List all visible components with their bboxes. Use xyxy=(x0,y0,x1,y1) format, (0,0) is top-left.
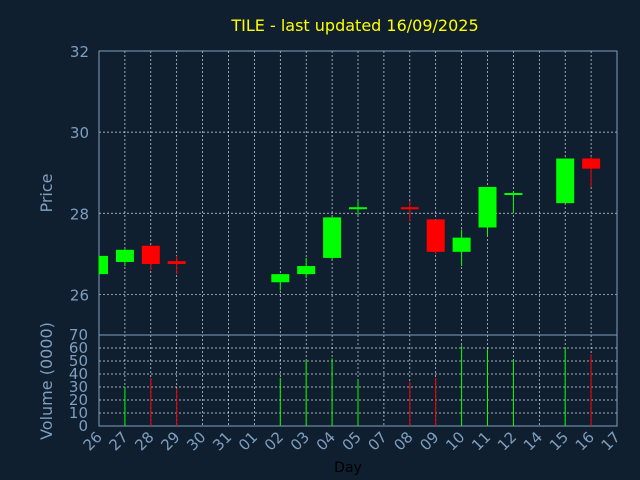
candle xyxy=(582,156,601,187)
candle xyxy=(478,186,497,236)
x-tick-label: 15 xyxy=(546,428,572,454)
volume-y-tick-label: 60 xyxy=(69,339,88,357)
day-x-ticks: 26 27 28 29 30 31 01 02 03 04 05 07 08 09 10 11 12 14 15 16… xyxy=(80,428,624,454)
volume-axis-label: Volume (0000) xyxy=(37,322,56,440)
chart-title: TILE - last updated 16/09/2025 xyxy=(230,16,478,35)
price-y-tick-label: 30 xyxy=(70,124,89,142)
price-axis-label: Price xyxy=(37,173,56,212)
x-tick-label: 05 xyxy=(339,428,365,454)
candle xyxy=(98,255,108,275)
candle xyxy=(452,229,471,267)
candle xyxy=(426,219,445,254)
x-tick-label: 31 xyxy=(209,428,235,454)
candle-body xyxy=(297,266,316,275)
candle-body xyxy=(349,207,367,210)
x-tick-label: 12 xyxy=(494,428,520,454)
candle xyxy=(297,257,316,279)
price-y-ticks: 26 28 30 32 xyxy=(70,43,89,304)
x-tick-label: 07 xyxy=(364,428,390,454)
x-tick-label: 02 xyxy=(261,428,287,454)
volume-y-tick-label: 40 xyxy=(69,365,88,383)
candle-body xyxy=(167,261,186,264)
volume-y-tick-label: 30 xyxy=(69,378,88,396)
candle-body xyxy=(478,186,497,228)
volume-y-tick-label: 70 xyxy=(69,326,88,344)
candle-body xyxy=(426,219,445,252)
candle xyxy=(115,247,134,267)
candle-body xyxy=(582,158,601,169)
price-y-tick-label: 32 xyxy=(70,43,89,61)
candlestick-series xyxy=(98,156,601,291)
candle-body xyxy=(504,193,523,196)
candle-body xyxy=(115,249,134,262)
volume-y-tick-label: 20 xyxy=(69,391,88,409)
candle-body xyxy=(323,217,342,258)
candle xyxy=(323,217,342,260)
candle xyxy=(271,274,290,291)
candle xyxy=(141,245,160,271)
x-tick-label: 27 xyxy=(105,428,131,454)
x-axis-label: Day xyxy=(334,460,362,476)
x-tick-label: 08 xyxy=(390,428,416,454)
price-y-tick-label: 28 xyxy=(70,205,89,223)
candle-body xyxy=(141,245,160,264)
candle-body xyxy=(556,158,575,204)
candle-body xyxy=(271,274,290,283)
x-tick-label: 11 xyxy=(468,428,494,454)
candle xyxy=(400,201,419,222)
x-tick-label: 09 xyxy=(416,428,442,454)
x-tick-label: 04 xyxy=(313,428,339,454)
candle xyxy=(349,201,367,216)
volume-series xyxy=(124,345,592,426)
x-tick-label: 29 xyxy=(157,428,183,454)
candle-body xyxy=(400,207,419,210)
volume-y-tick-label: 0 xyxy=(78,417,88,435)
x-tick-label: 14 xyxy=(520,428,546,454)
x-tick-label: 17 xyxy=(598,428,624,454)
price-y-tick-label: 26 xyxy=(70,286,89,304)
x-tick-label: 10 xyxy=(442,428,468,454)
candle-body xyxy=(99,255,108,275)
x-tick-label: 16 xyxy=(572,428,598,454)
candle xyxy=(556,158,575,204)
volume-y-tick-label: 10 xyxy=(69,404,88,422)
candle xyxy=(167,255,186,275)
x-tick-label: 01 xyxy=(235,428,261,454)
candle xyxy=(504,190,523,214)
price-gridlines xyxy=(99,50,617,335)
volume-y-tick-label: 50 xyxy=(69,352,88,370)
x-tick-label: 28 xyxy=(131,428,157,454)
x-tick-label: 03 xyxy=(287,428,313,454)
x-tick-label: 30 xyxy=(183,428,209,454)
candle-body xyxy=(452,237,471,252)
